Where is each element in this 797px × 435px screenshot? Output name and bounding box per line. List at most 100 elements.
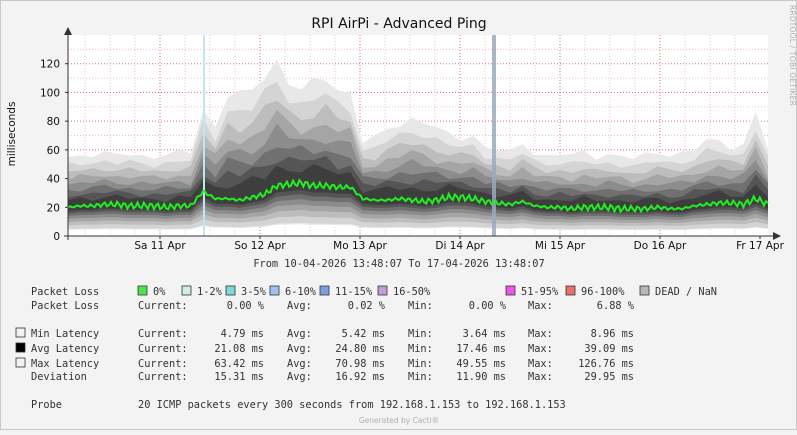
legend-current-value: 0.00 %	[227, 300, 265, 312]
avg-latency-line	[67, 178, 769, 214]
x-tick-label: Di 14 Apr	[435, 240, 485, 252]
y-tick-label: 120	[40, 59, 60, 71]
x-tick-label: Do 16 Apr	[634, 240, 687, 252]
legend-item-label: 0%	[153, 286, 166, 298]
x-tick-label: Mo 13 Apr	[333, 240, 387, 252]
loss-marker-nan	[492, 35, 496, 236]
legend-max-value: 39.09 ms	[584, 343, 634, 355]
legend-avg-label: Avg:	[287, 371, 312, 383]
legend-current-value: 15.31 ms	[214, 371, 264, 383]
legend-current-label: Current:	[138, 300, 188, 312]
legend-current-value: 63.42 ms	[214, 358, 264, 370]
legend-max-label: Max:	[528, 300, 553, 312]
legend-max-value: 126.76 ms	[578, 358, 634, 370]
legend-min-label: Min:	[408, 371, 433, 383]
generated-by: Generated by Cacti®	[359, 416, 439, 425]
legend-current-value: 4.79 ms	[221, 328, 264, 340]
legend-avg-label: Avg:	[287, 300, 312, 312]
x-tick-label: Mi 15 Apr	[535, 240, 586, 252]
loss-markers	[203, 35, 496, 236]
legend-min-label: Min:	[408, 328, 433, 340]
legend-item-label: 51-95%	[521, 286, 559, 298]
legend-item-label: 11-15%	[335, 286, 373, 298]
x-axis-arrow	[773, 232, 781, 240]
legend-swatch	[181, 285, 192, 296]
legend-stat-swatch	[15, 357, 26, 368]
legend-max-value: 8.96 ms	[591, 328, 634, 340]
legend-stat-label: Min Latency	[31, 328, 99, 340]
legend-current-label: Current:	[138, 343, 188, 355]
legend-probe-text: 20 ICMP packets every 300 seconds from 1…	[138, 399, 566, 411]
legend-probe-label: Probe	[31, 399, 62, 411]
x-tick-label: Fr 17 Apr	[736, 240, 784, 252]
x-tick-labels: Sa 11 Apr So 12 Apr Mo 13 Apr Di 14 Apr Mi 1…	[134, 236, 785, 252]
legend-stat-swatch	[15, 327, 26, 338]
legend-item-label: 16-50%	[393, 286, 431, 298]
grid	[68, 35, 768, 236]
legend-packet-loss-title: Packet Loss	[31, 286, 99, 298]
y-tick-label: 0	[53, 231, 60, 243]
legend-max-label: Max:	[528, 358, 553, 370]
y-axis-arrow	[64, 27, 72, 35]
legend-swatch	[505, 285, 516, 296]
legend-avg-value: 16.92 ms	[335, 371, 385, 383]
legend-current-label: Current:	[138, 328, 188, 340]
legend-current-value: 21.08 ms	[214, 343, 264, 355]
legend-min-value: 0.00 %	[469, 300, 507, 312]
legend-stat-label: Max Latency	[31, 358, 99, 370]
legend-stat-label: Packet Loss	[31, 300, 99, 312]
x-tick-label: So 12 Apr	[234, 240, 286, 252]
y-tick-label: 40	[47, 174, 60, 186]
legend-avg-value: 5.42 ms	[342, 328, 385, 340]
legend-min-value: 17.46 ms	[456, 343, 506, 355]
legend-stat-label: Deviation	[31, 371, 87, 383]
legend-swatch	[225, 285, 236, 296]
legend-swatch	[565, 285, 576, 296]
y-tick-label: 60	[47, 145, 60, 157]
legend-item-label: 3-5%	[241, 286, 267, 298]
y-tick-label: 100	[40, 87, 60, 99]
x-tick-label: Sa 11 Apr	[134, 240, 186, 252]
loss-marker-1-2	[203, 35, 205, 236]
legend-min-label: Min:	[408, 343, 433, 355]
legend-avg-value: 0.02 %	[348, 300, 386, 312]
legend-max-label: Max:	[528, 328, 553, 340]
legend-item-label: DEAD / NaN	[655, 286, 717, 298]
legend-swatch	[137, 285, 148, 296]
legend-item-label: 6-10%	[285, 286, 317, 298]
legend-swatch	[377, 285, 388, 296]
legend: Packet Loss 0% 1-2% 3-5% 6-10% 11-15% 16-50% 51…	[15, 285, 717, 411]
rrdtool-credit: RRDTOOL / TOBI OETIKER	[788, 5, 797, 106]
legend-avg-label: Avg:	[287, 328, 312, 340]
legend-max-label: Max:	[528, 343, 553, 355]
legend-min-value: 49.55 ms	[456, 358, 506, 370]
legend-min-label: Min:	[408, 300, 433, 312]
legend-max-value: 29.95 ms	[584, 371, 634, 383]
legend-swatch	[319, 285, 330, 296]
y-axis-label: milliseconds	[6, 102, 18, 167]
y-tick-label: 80	[47, 116, 60, 128]
legend-max-value: 6.88 %	[597, 300, 635, 312]
legend-avg-label: Avg:	[287, 358, 312, 370]
date-range: From 10-04-2026 13:48:07 To 17-04-2026 1…	[253, 258, 544, 270]
legend-avg-value: 70.98 ms	[335, 358, 385, 370]
legend-swatch	[639, 285, 650, 296]
y-tick-label: 20	[47, 202, 60, 214]
legend-stat-label: Avg Latency	[31, 343, 99, 355]
legend-avg-value: 24.80 ms	[335, 343, 385, 355]
legend-swatch	[269, 285, 280, 296]
legend-min-value: 3.64 ms	[463, 328, 506, 340]
latency-bands	[68, 59, 768, 230]
y-tick-labels: 0 20 40 60 80 100 120	[40, 59, 68, 243]
legend-stat-swatch	[15, 342, 26, 353]
legend-avg-label: Avg:	[287, 343, 312, 355]
legend-min-label: Min:	[408, 358, 433, 370]
legend-item-label: 96-100%	[581, 286, 625, 298]
legend-max-label: Max:	[528, 371, 553, 383]
legend-min-value: 11.90 ms	[456, 371, 506, 383]
legend-item-label: 1-2%	[197, 286, 223, 298]
chart-title: RPI AirPi - Advanced Ping	[311, 16, 486, 32]
legend-current-label: Current:	[138, 371, 188, 383]
